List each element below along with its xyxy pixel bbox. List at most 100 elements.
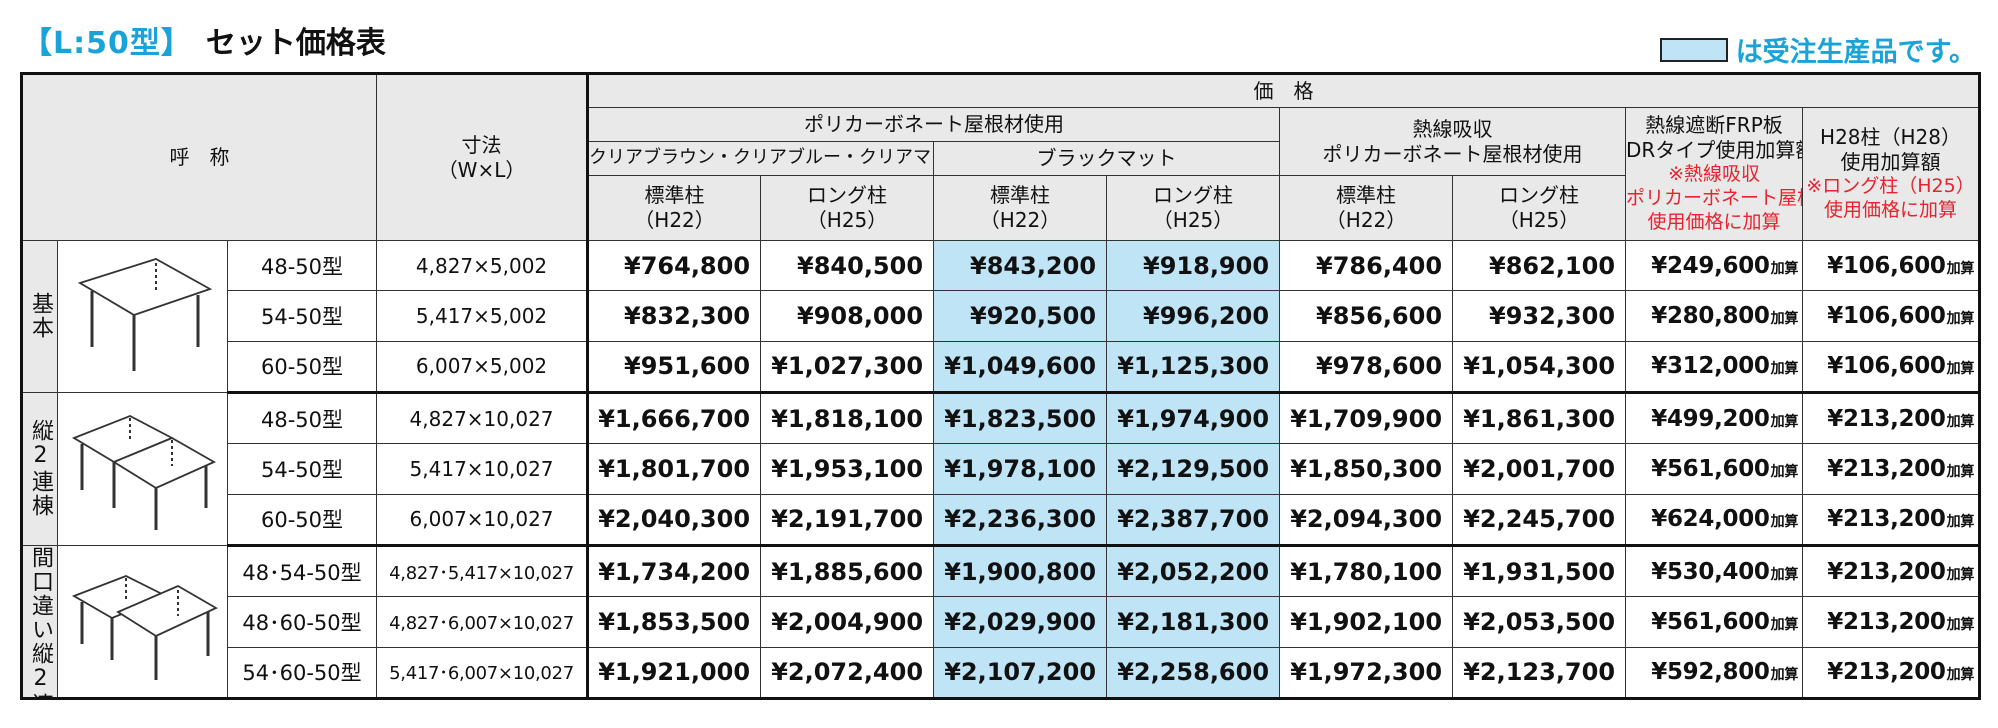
price-cell: ¥1,931,500: [1452, 544, 1627, 598]
add-suffix: 加算: [1770, 463, 1799, 480]
header-h28-line1: H28柱（H28）: [1820, 125, 1962, 150]
price-cell: ¥1,978,100: [933, 443, 1108, 495]
header-heat-absorb: 熱線吸収 ポリカーボネート屋根材使用: [1279, 107, 1627, 176]
price-cell: ¥1,902,100: [1279, 596, 1454, 648]
model-cell: 60-50型: [226, 340, 378, 394]
price-cell: ¥978,600: [1279, 340, 1454, 394]
price-cell: ¥1,125,300: [1106, 340, 1281, 394]
add-suffix: 加算: [1946, 566, 1975, 583]
price-cell: ¥2,191,700: [760, 493, 935, 547]
price-cell: ¥862,100: [1452, 239, 1627, 292]
price-cell: ¥530,400加算: [1625, 544, 1804, 598]
add-suffix: 加算: [1946, 463, 1975, 480]
model-cell: 48･54-50型: [226, 544, 378, 598]
add-suffix: 加算: [1946, 667, 1975, 684]
price-cell: ¥106,600加算: [1802, 239, 1981, 292]
header-std-black: 標準柱 （H22）: [933, 175, 1108, 241]
add-suffix: 加算: [1770, 413, 1799, 430]
offset-double-carport-icon: [57, 544, 228, 700]
price-cell: ¥2,029,900: [933, 596, 1108, 648]
price-cell: ¥106,600加算: [1802, 340, 1981, 394]
price-cell: ¥1,780,100: [1279, 544, 1454, 598]
price-value: ¥530,400: [1651, 558, 1770, 585]
price-value: ¥106,600: [1827, 353, 1946, 380]
header-h28-note1: ※ロング柱（H25）: [1806, 175, 1975, 198]
price-cell: ¥764,800: [586, 239, 762, 292]
header-h28: H28柱（H28） 使用加算額 ※ロング柱（H25） 使用価格に加算: [1802, 107, 1981, 241]
price-cell: ¥1,972,300: [1279, 646, 1454, 701]
price-cell: ¥624,000加算: [1625, 493, 1804, 547]
header-polycarbonate: ポリカーボネート屋根材使用: [586, 107, 1281, 142]
price-cell: ¥1,921,000: [586, 646, 762, 701]
price-cell: ¥561,600加算: [1625, 443, 1804, 495]
price-cell: ¥2,245,700: [1452, 493, 1627, 547]
price-table: 呼 称 寸法 （W×L） 価 格 ポリカーボネート屋根材使用 熱線吸収 ポリカー…: [20, 72, 1982, 701]
col-label: 標準柱: [1336, 183, 1397, 207]
col-sub: （H25）: [806, 208, 888, 232]
model-cell: 48-50型: [226, 239, 378, 292]
price-cell: ¥951,600: [586, 340, 762, 394]
header-long-black: ロング柱 （H25）: [1106, 175, 1281, 241]
price-value: ¥561,600: [1651, 608, 1770, 635]
price-cell: ¥1,666,700: [586, 391, 762, 445]
header-black: ブラックマット: [933, 141, 1281, 176]
add-suffix: 加算: [1770, 616, 1799, 633]
header-frp-line1: 熱線遮断FRP板: [1645, 113, 1783, 138]
price-value: ¥312,000: [1651, 353, 1770, 380]
table-row: 60-50型 6,007×10,027 ¥2,040,300 ¥2,191,700 ¥2…: [22, 493, 1981, 547]
table-row: 60-50型 6,007×5,002 ¥951,600 ¥1,027,300 ¥1,04…: [22, 340, 1981, 394]
col-label: ロング柱: [807, 183, 888, 207]
size-cell: 5,417×10,027: [376, 443, 589, 495]
header-name: 呼 称: [20, 73, 378, 241]
price-cell: ¥280,800加算: [1625, 290, 1804, 342]
group-label: 基本: [21, 240, 58, 393]
price-cell: ¥312,000加算: [1625, 340, 1804, 394]
size-cell: 5,417×5,002: [376, 290, 589, 342]
price-cell: ¥2,129,500: [1106, 443, 1281, 495]
col-sub: （H25）: [1498, 208, 1580, 232]
table-row: 基本 48-50型 4,827×5,002 ¥764,800 ¥840,500 ¥843,…: [21, 239, 1981, 393]
add-suffix: 加算: [1770, 514, 1799, 531]
group-label: 縦2連棟: [21, 391, 58, 546]
price-cell: ¥2,123,700: [1452, 646, 1627, 701]
table-row: 54-50型 5,417×5,002 ¥832,300 ¥908,000 ¥920,50…: [22, 290, 1981, 342]
price-cell: ¥2,053,500: [1452, 596, 1627, 648]
price-cell: ¥213,200加算: [1802, 391, 1981, 445]
col-sub: （H25）: [1152, 208, 1234, 232]
header-h28-line2: 使用加算額: [1840, 150, 1941, 175]
price-cell: ¥2,040,300: [586, 493, 762, 547]
header-size-sub: （W×L）: [437, 157, 526, 182]
model-cell: 48･60-50型: [226, 596, 378, 648]
price-value: ¥106,600: [1827, 302, 1946, 329]
add-suffix: 加算: [1770, 667, 1799, 684]
col-sub: （H22）: [1325, 208, 1407, 232]
table-row: 縦2連棟 48-50型 4,827×10,027 ¥1,666,700 ¥1,818,1…: [21, 391, 1981, 546]
price-cell: ¥1,049,600: [933, 340, 1108, 394]
price-cell: ¥2,072,400: [760, 646, 935, 701]
double-carport-icon: [57, 391, 228, 546]
price-value: ¥213,200: [1827, 405, 1946, 432]
price-cell: ¥1,709,900: [1279, 391, 1454, 445]
col-label: ロング柱: [1153, 183, 1234, 207]
legend-text: は受注生産品です。: [1735, 37, 1976, 68]
model-cell: 54-50型: [226, 290, 378, 342]
size-cell: 6,007×5,002: [376, 340, 589, 394]
price-cell: ¥1,885,600: [760, 544, 935, 598]
price-cell: ¥499,200加算: [1625, 391, 1804, 445]
add-suffix: 加算: [1946, 413, 1975, 430]
legend: は受注生産品です。: [1659, 30, 1976, 69]
price-cell: ¥2,387,700: [1106, 493, 1281, 547]
title-type-label: 【L:50型】: [22, 26, 192, 61]
price-cell: ¥213,200加算: [1802, 646, 1981, 701]
price-value: ¥624,000: [1651, 506, 1770, 533]
header-std-clear: 標準柱 （H22）: [586, 175, 762, 241]
price-value: ¥213,200: [1827, 455, 1946, 482]
header-frp-note1: ※熱線吸収: [1668, 163, 1760, 186]
title-main: セット価格表: [205, 26, 386, 61]
price-value: ¥561,600: [1651, 455, 1770, 482]
table-row: 48･60-50型 4,827･6,007×10,027 ¥1,853,500 ¥2,…: [22, 596, 1981, 648]
col-label: 標準柱: [644, 183, 705, 207]
add-suffix: 加算: [1770, 566, 1799, 583]
price-cell: ¥832,300: [586, 290, 762, 342]
add-suffix: 加算: [1770, 361, 1799, 378]
